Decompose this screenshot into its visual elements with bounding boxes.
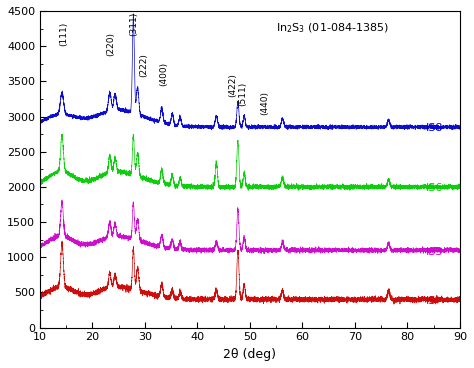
- Text: (111): (111): [59, 21, 68, 46]
- Text: In$_2$S$_3$ (01-084-1385): In$_2$S$_3$ (01-084-1385): [276, 22, 389, 35]
- Text: (511): (511): [238, 82, 247, 106]
- X-axis label: 2θ (deg): 2θ (deg): [223, 348, 276, 361]
- Text: (220): (220): [106, 32, 115, 56]
- Text: IS8: IS8: [426, 124, 443, 134]
- Text: IS6: IS6: [426, 183, 443, 193]
- Text: (440): (440): [260, 91, 269, 115]
- Text: IS: IS: [426, 296, 436, 306]
- Text: IS3: IS3: [426, 247, 443, 256]
- Text: (400): (400): [159, 61, 168, 86]
- Text: (422): (422): [228, 73, 237, 97]
- Text: (311): (311): [129, 12, 138, 36]
- Text: (222): (222): [139, 53, 148, 77]
